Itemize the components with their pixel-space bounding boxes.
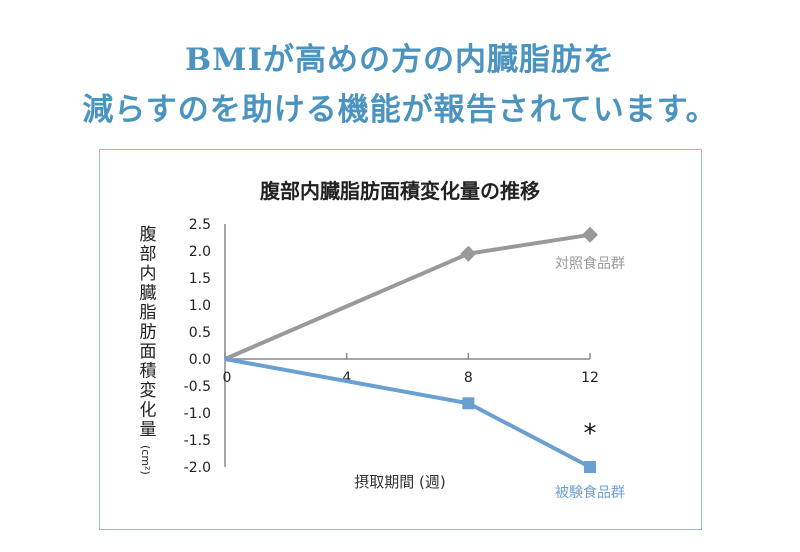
y-axis-label-char: 積: [140, 362, 157, 382]
y-axis-label-char: 面: [140, 342, 157, 362]
data-point-diamond: [582, 226, 598, 243]
y-axis-label: 腹部内臓脂肪面積変化量 (cm²): [139, 225, 157, 475]
y-tick-label: -2.0: [184, 460, 211, 476]
series-line-1: [224, 232, 591, 361]
y-axis-label-char: 内: [140, 264, 157, 284]
y-tick-label: 0.5: [189, 325, 211, 341]
y-axis-label-char: 脂: [140, 303, 157, 323]
y-axis-unit: (cm²): [139, 445, 152, 475]
y-axis-label-char: 変: [140, 381, 157, 401]
y-tick-label: -0.5: [184, 379, 211, 395]
legend-label-1: 対照食品群: [555, 255, 625, 272]
y-axis-label-char: 臓: [140, 284, 157, 304]
headline-line-1: BMIが高めの方の内臓脂肪を: [184, 42, 616, 78]
y-axis-label-char: 部: [140, 245, 157, 265]
y-tick-label: 1.5: [189, 271, 211, 287]
x-tick-label: 8: [464, 370, 473, 386]
series-line-2: [224, 357, 591, 469]
y-tick-label: 2.5: [189, 217, 211, 233]
x-axis-label: 摂取期間 (週): [354, 473, 445, 491]
data-point-square: [462, 397, 475, 410]
y-tick-label: 1.0: [189, 298, 211, 314]
y-axis-label-char: 腹: [140, 225, 157, 245]
y-tick-label: -1.0: [184, 406, 211, 422]
y-tick-label: 2.0: [189, 244, 211, 260]
x-tick-label: 4: [342, 370, 351, 386]
data-point-diamond: [460, 245, 477, 262]
significance-annotation: *: [584, 419, 597, 449]
x-tick-label: 0: [223, 370, 232, 386]
headline-line-2: 減らすのを助ける機能が報告されています。: [82, 92, 718, 128]
y-axis-label-char: 化: [140, 401, 157, 421]
y-axis-label-char: 量: [140, 420, 157, 440]
y-axis-label-char: 肪: [140, 323, 157, 343]
x-tick-label: 12: [581, 370, 599, 386]
data-point-square: [584, 461, 596, 473]
y-tick-label: 0.0: [189, 352, 211, 368]
chart-frame: [99, 149, 702, 530]
legend-label-2: 被験食品群: [555, 484, 625, 501]
chart-title: 腹部内臓脂肪面積変化量の推移: [260, 179, 540, 203]
y-tick-label: -1.5: [184, 433, 211, 449]
